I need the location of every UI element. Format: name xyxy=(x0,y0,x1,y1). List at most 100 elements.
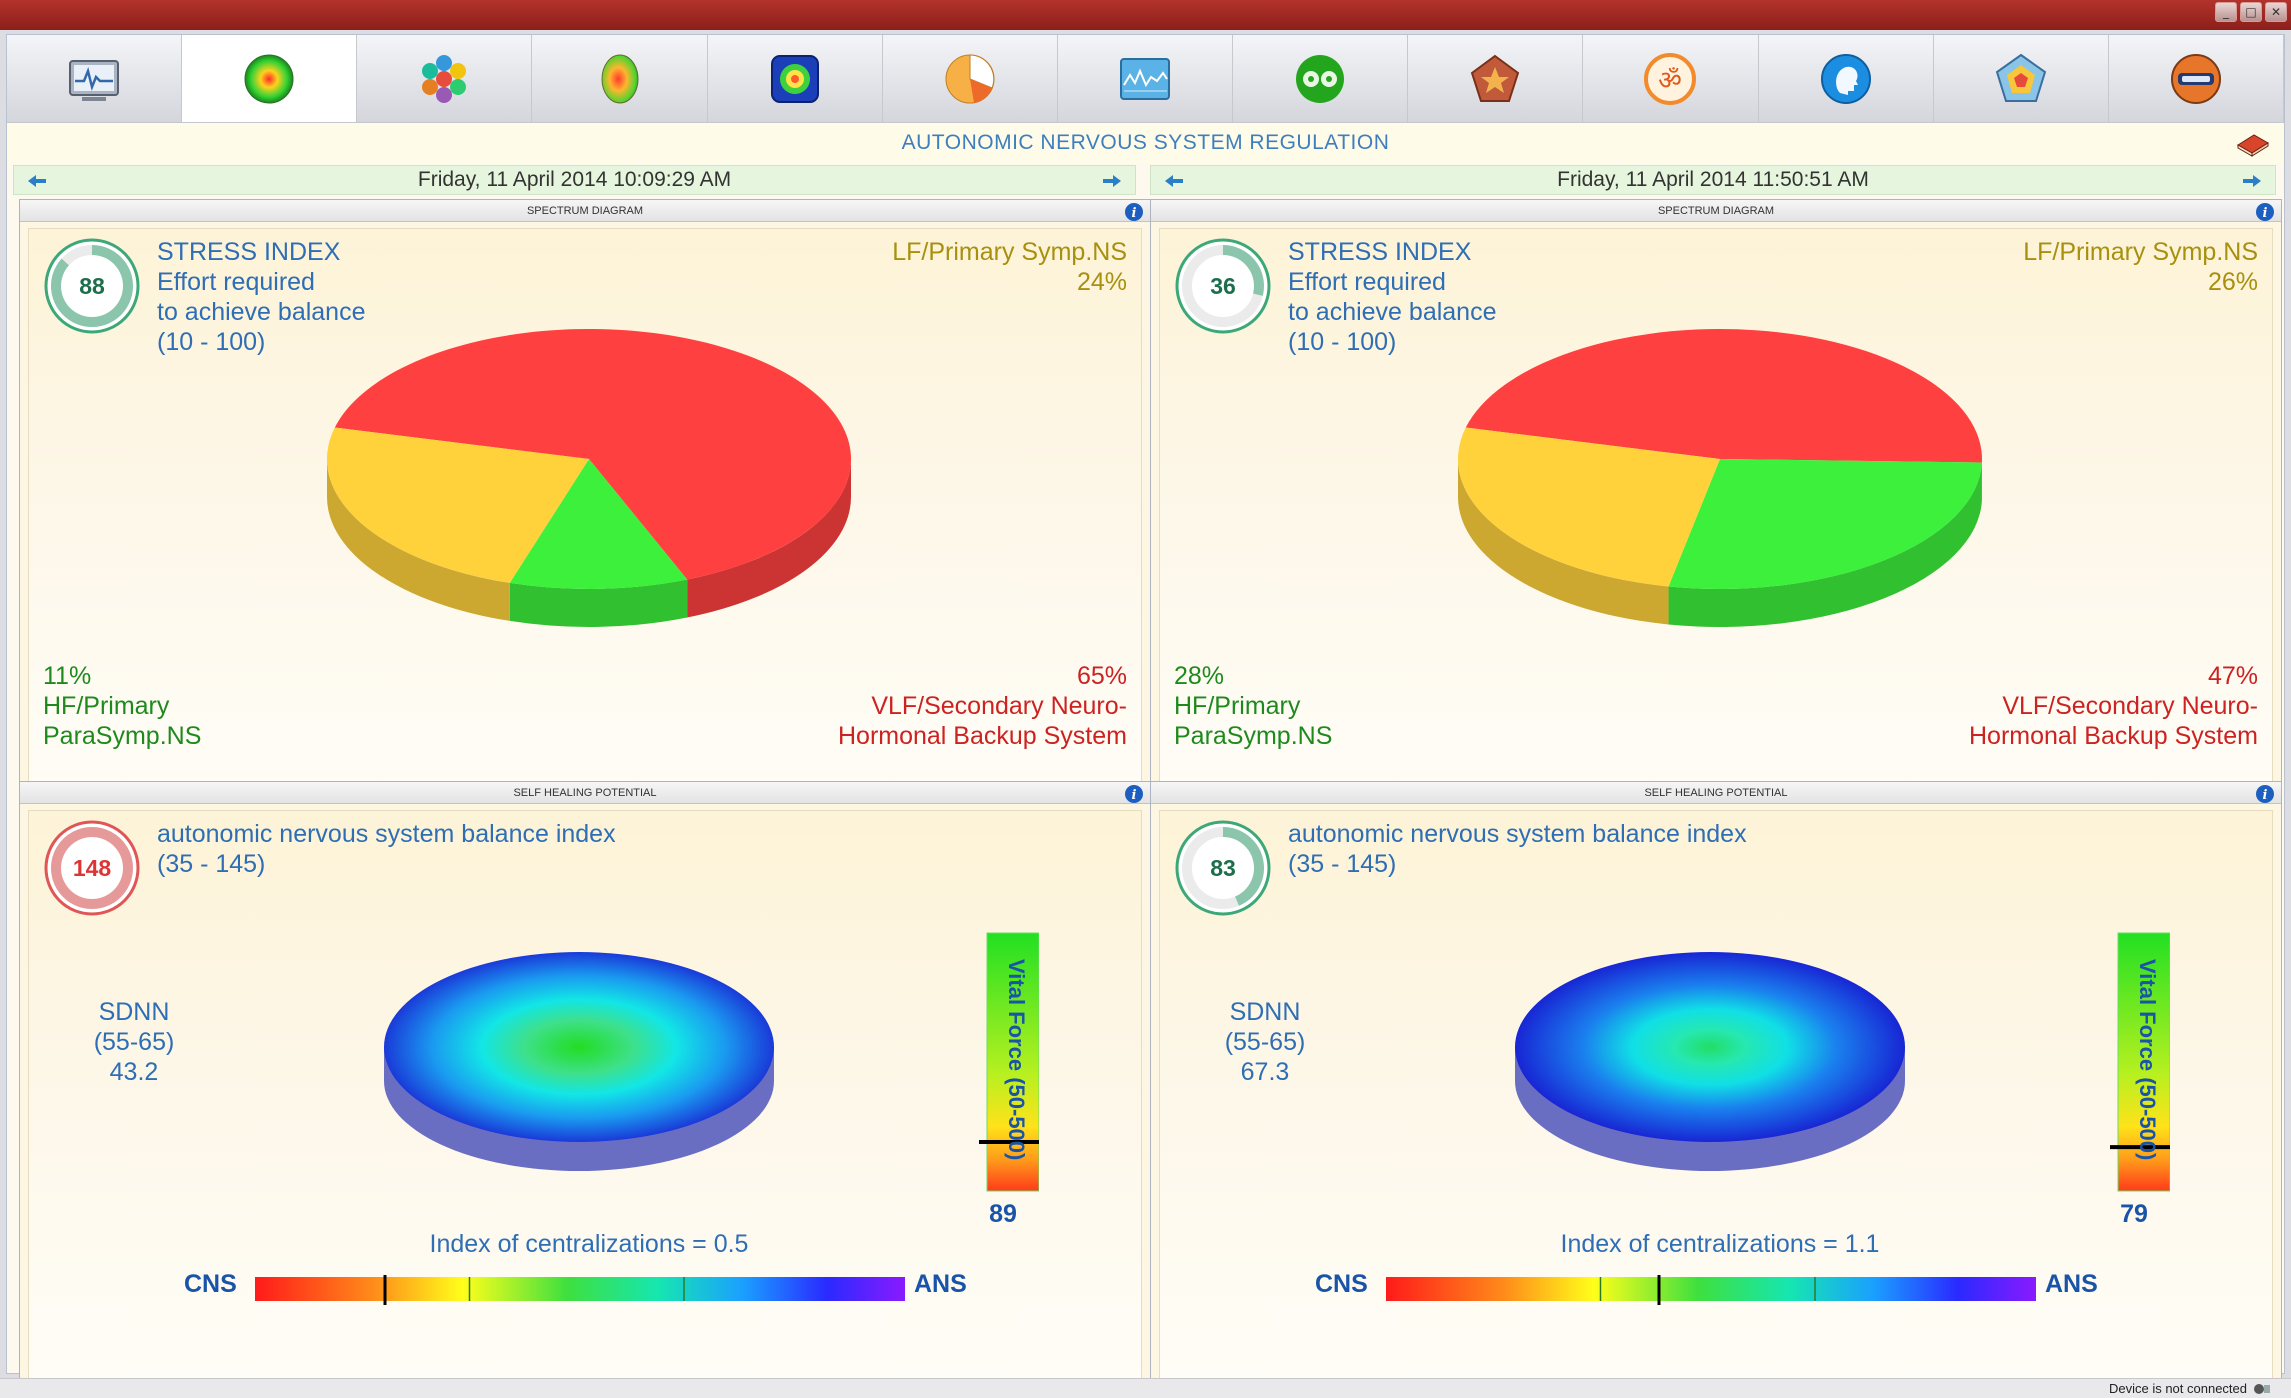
ans-label: ANS xyxy=(914,1270,967,1298)
pie-slice xyxy=(1668,459,1982,589)
body-scan-icon xyxy=(770,54,819,103)
spectrum-panel-right: SPECTRUM DIAGRAM i 36 STRESS INDEX Effor… xyxy=(1150,199,2282,807)
maximize-button[interactable]: □ xyxy=(2240,2,2262,22)
minimize-button[interactable]: _ xyxy=(2215,2,2237,22)
sdnn-label: SDNN xyxy=(1229,998,1301,1026)
toolbar-item-ecg[interactable] xyxy=(7,35,183,122)
svg-text:ॐ: ॐ xyxy=(1659,66,1683,96)
vlf-percent: 47% xyxy=(2207,662,2258,690)
vlf-percent: 65% xyxy=(1076,662,1127,690)
head-profile-icon xyxy=(1820,53,1871,104)
date-nav-left: Friday, 11 April 2014 10:09:29 AM xyxy=(13,165,1136,195)
gauge-center xyxy=(64,258,120,314)
toolbar-item-yin-yang[interactable] xyxy=(1233,35,1409,122)
centralization-gradient xyxy=(1386,1277,2036,1301)
panel-header: SPECTRUM DIAGRAM xyxy=(20,200,1150,222)
toolbar-item-pie-chart[interactable] xyxy=(883,35,1058,122)
pie-chart-icon xyxy=(945,53,995,103)
window-title-bar: _ □ ✕ xyxy=(0,0,2291,30)
balance-index-value: 83 xyxy=(1210,855,1236,881)
gauge-center xyxy=(1195,258,1251,314)
toolbar-item-om[interactable]: ॐ xyxy=(1583,35,1759,122)
svg-text:i: i xyxy=(1132,788,1137,803)
lf-label: LF/Primary Symp.NS xyxy=(2023,238,2258,266)
connection-status: Device is not connected xyxy=(2108,1381,2247,1396)
hf-label: HF/Primary xyxy=(43,692,170,720)
toolbar-item-brain-map[interactable] xyxy=(532,35,708,122)
toolbar-item-radial-sphere[interactable] xyxy=(182,35,358,122)
stress-index-title: STRESS INDEX xyxy=(157,238,341,266)
lf-percent: 24% xyxy=(1076,268,1127,296)
stress-index-title: STRESS INDEX xyxy=(1288,238,1472,266)
sdnn-value: 43.2 xyxy=(109,1058,159,1086)
pie-slice xyxy=(1458,427,1720,587)
pie-slice-side xyxy=(1668,462,1982,627)
toolbar-item-head-profile[interactable] xyxy=(1759,35,1934,122)
info-icon[interactable]: i xyxy=(2255,202,2275,222)
toolbar-item-molecule[interactable] xyxy=(357,35,533,122)
om-symbol-icon: ॐ xyxy=(1644,52,1697,105)
main-toolbar: ॐ xyxy=(7,35,2285,123)
radar-chart-icon xyxy=(1995,53,2046,102)
centralization-scale xyxy=(1386,1275,2036,1305)
next-arrow-icon[interactable] xyxy=(2241,173,2263,189)
svg-text:i: i xyxy=(2263,206,2268,221)
spectrum-panel-left: SPECTRUM DIAGRAM i 88 STRESS INDEX Effor… xyxy=(19,199,1151,807)
balance-index-title: autonomic nervous system balance index xyxy=(1288,820,1747,848)
panel-body: 148 autonomic nervous system balance ind… xyxy=(28,810,1142,1380)
vlf-label: VLF/Secondary Neuro- xyxy=(2002,692,2258,720)
cns-label: CNS xyxy=(1315,1270,1368,1298)
book-icon[interactable] xyxy=(2236,131,2270,157)
lf-label: LF/Primary Symp.NS xyxy=(892,238,1127,266)
session-date: Friday, 11 April 2014 11:50:51 AM xyxy=(1557,168,1869,191)
page-title: AUTONOMIC NERVOUS SYSTEM REGULATION xyxy=(901,131,1390,154)
centralization-scale xyxy=(255,1275,905,1305)
info-icon[interactable]: i xyxy=(1124,202,1144,222)
stress-index-range: (10 - 100) xyxy=(1288,328,1397,356)
toolbar-item-exit[interactable] xyxy=(2109,35,2285,122)
stress-index-caption: Effort required xyxy=(1288,268,1446,296)
cns-label: CNS xyxy=(184,1270,237,1298)
spectrum-pie-chart xyxy=(327,329,851,627)
next-arrow-icon[interactable] xyxy=(1101,173,1123,189)
pentagon-icon xyxy=(1471,54,1520,102)
pie-slice xyxy=(1465,329,1982,463)
molecule-icon xyxy=(422,54,467,103)
gauge-arc xyxy=(51,245,133,327)
pie-slice xyxy=(334,329,851,580)
gauge-center xyxy=(64,840,120,896)
info-icon[interactable]: i xyxy=(2255,784,2275,804)
self-healing-panel-right: SELF HEALING POTENTIAL i 83 autonomic ne… xyxy=(1150,781,2282,1389)
disc-top xyxy=(384,952,774,1142)
info-icon[interactable]: i xyxy=(1124,784,1144,804)
radial-sphere-icon xyxy=(244,54,294,103)
panel-body: 88 STRESS INDEX Effort required to achie… xyxy=(28,228,1142,798)
panel-header: SELF HEALING POTENTIAL xyxy=(20,782,1150,804)
vital-force-label: Vital Force (50-500) xyxy=(2135,959,2160,1161)
previous-arrow-icon[interactable] xyxy=(26,173,48,189)
app-frame: ॐ AUTONOMIC NERVOUS SYSTEM REG xyxy=(6,34,2285,1389)
stress-index-value: 36 xyxy=(1210,273,1236,299)
panel-body: 36 STRESS INDEX Effort required to achie… xyxy=(1159,228,2273,798)
hf-label: ParaSymp.NS xyxy=(1174,722,1333,750)
pie-slice-side xyxy=(327,459,510,621)
previous-arrow-icon[interactable] xyxy=(1163,173,1185,189)
page-banner: AUTONOMIC NERVOUS SYSTEM REGULATION xyxy=(7,123,2284,163)
toolbar-item-body-scan[interactable] xyxy=(708,35,883,122)
svg-text:i: i xyxy=(2263,788,2268,803)
balance-index-range: (35 - 145) xyxy=(1288,850,1397,878)
hf-label: HF/Primary xyxy=(1174,692,1301,720)
stress-index-gauge xyxy=(44,238,140,334)
panel-header: SPECTRUM DIAGRAM xyxy=(1151,200,2281,222)
toolbar-item-radar-chart[interactable] xyxy=(1934,35,2109,122)
toolbar-item-wave-graph[interactable] xyxy=(1058,35,1234,122)
lf-percent: 26% xyxy=(2207,268,2258,296)
toolbar-item-pentagon[interactable] xyxy=(1408,35,1584,122)
stress-index-caption: to achieve balance xyxy=(157,298,366,326)
close-button[interactable]: ✕ xyxy=(2265,2,2287,22)
sdnn-label: SDNN xyxy=(98,998,170,1026)
sdnn-range: (55-65) xyxy=(93,1028,175,1056)
pie-slice-side xyxy=(509,579,688,627)
pie-slice xyxy=(509,459,688,589)
vital-force-value: 89 xyxy=(989,1200,1017,1228)
